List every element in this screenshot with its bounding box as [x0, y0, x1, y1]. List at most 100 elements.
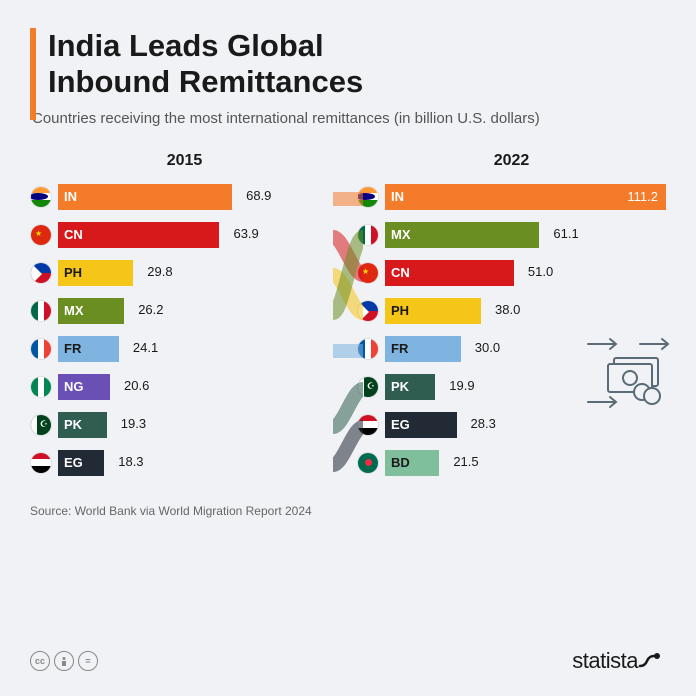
country-flag-icon — [357, 224, 379, 246]
bar-value: 20.6 — [124, 378, 149, 393]
bar: EG — [58, 450, 104, 476]
bar-row: IN 111.2 — [357, 180, 666, 214]
logo-text: statista — [572, 648, 638, 674]
money-transfer-icon — [584, 334, 672, 414]
country-code: EG — [64, 455, 83, 470]
country-code: EG — [391, 417, 410, 432]
bar: PH — [58, 260, 133, 286]
bar-value: 21.5 — [453, 454, 478, 469]
year-label-left: 2015 — [30, 152, 339, 170]
country-flag-icon — [357, 414, 379, 436]
bar-track: MX61.1 — [385, 222, 666, 248]
bar-row: PH 29.8 — [30, 256, 339, 290]
bar-value: 29.8 — [147, 264, 172, 279]
country-flag-icon: ☪ — [30, 414, 52, 436]
bar-row: IN 68.9 — [30, 180, 339, 214]
bar: PK — [385, 374, 435, 400]
nd-icon: = — [78, 651, 98, 671]
bar-row: FR 24.1 — [30, 332, 339, 366]
bar: IN 111.2 — [385, 184, 666, 210]
country-flag-icon — [30, 262, 52, 284]
bar-value: 68.9 — [246, 188, 271, 203]
page-footer: cc = statista — [30, 648, 666, 674]
bar: EG — [385, 412, 457, 438]
bar-track: CN51.0 — [385, 260, 666, 286]
country-flag-icon — [30, 338, 52, 360]
bar: MX — [58, 298, 124, 324]
bar-row: PH 38.0 — [357, 294, 666, 328]
bar-value: 19.3 — [121, 416, 146, 431]
title-line-1: India Leads Global — [48, 28, 324, 63]
source-attribution: Source: World Bank via World Migration R… — [30, 504, 666, 518]
chart-column-2022: 2022 IN111.2MX61.1★CN51.0PH38.0FR30.0☪PK… — [357, 152, 666, 484]
country-code: BD — [391, 455, 410, 470]
country-code: FR — [391, 341, 408, 356]
bar-row: MX61.1 — [357, 218, 666, 252]
bar-row: MX 26.2 — [30, 294, 339, 328]
bar-track: PK 19.3 — [58, 412, 339, 438]
title-line-2: Inbound Remittances — [48, 64, 363, 99]
statista-logo: statista — [572, 648, 666, 674]
bar-track: PH 38.0 — [385, 298, 666, 324]
country-flag-icon: ★ — [357, 262, 379, 284]
bar: FR — [385, 336, 461, 362]
country-code: PH — [391, 303, 409, 318]
bar-value: 30.0 — [475, 340, 500, 355]
bar-track: NG 20.6 — [58, 374, 339, 400]
logo-mark — [638, 652, 666, 670]
bar-track: CN 63.9 — [58, 222, 339, 248]
country-flag-icon — [357, 338, 379, 360]
license-icons: cc = — [30, 651, 98, 671]
bar-value: 19.9 — [449, 378, 474, 393]
year-label-right: 2022 — [357, 152, 666, 170]
bar-track: FR 24.1 — [58, 336, 339, 362]
bar-value: 38.0 — [495, 302, 520, 317]
bar-value: 18.3 — [118, 454, 143, 469]
bar-track: IN 111.2 — [385, 184, 666, 210]
bar-row: BD 21.5 — [357, 446, 666, 480]
bar-row: NG 20.6 — [30, 370, 339, 404]
bar-value: 24.1 — [133, 340, 158, 355]
bar: IN — [58, 184, 232, 210]
bar-track: IN 68.9 — [58, 184, 339, 210]
bar: BD — [385, 450, 439, 476]
country-code: NG — [64, 379, 84, 394]
bar-row: ★ CN 63.9 — [30, 218, 339, 252]
country-flag-icon: ★ — [30, 224, 52, 246]
bar-value: 63.9 — [233, 226, 258, 241]
country-flag-icon — [357, 300, 379, 322]
bar: MX — [385, 222, 539, 248]
by-icon — [54, 651, 74, 671]
bar-track: EG 18.3 — [58, 450, 339, 476]
title-accent-bar — [30, 28, 36, 120]
country-code: PH — [64, 265, 82, 280]
country-flag-icon — [357, 452, 379, 474]
country-flag-icon — [30, 452, 52, 474]
bar: FR — [58, 336, 119, 362]
country-flag-icon — [30, 186, 52, 208]
bar: PH — [385, 298, 481, 324]
country-code: IN — [64, 189, 77, 204]
bar-row: ★ CN51.0 — [357, 256, 666, 290]
country-code: PK — [64, 417, 82, 432]
country-code: MX — [391, 227, 411, 242]
country-flag-icon — [30, 300, 52, 322]
bar-value: 111.2 — [627, 189, 658, 204]
country-code: CN — [64, 227, 83, 242]
page-title: India Leads Global Inbound Remittances — [48, 28, 666, 99]
country-code: IN — [391, 189, 404, 204]
bar-row: ☪ PK 19.3 — [30, 408, 339, 442]
country-flag-icon — [357, 186, 379, 208]
country-code: MX — [64, 303, 84, 318]
bar-track: MX 26.2 — [58, 298, 339, 324]
bar: NG — [58, 374, 110, 400]
bar-track: BD 21.5 — [385, 450, 666, 476]
bar-value: 28.3 — [471, 416, 496, 431]
bar: CN — [385, 260, 514, 286]
bar-value: 26.2 — [138, 302, 163, 317]
country-code: CN — [391, 265, 410, 280]
chart-column-2015: 2015 IN 68.9 ★ CN 63.9 PH 29.8 MX 26.2 FR 24.1 NG 20… — [30, 152, 339, 484]
country-code: PK — [391, 379, 409, 394]
page-subtitle: Countries receiving the most internation… — [32, 109, 666, 129]
remittance-chart: 2015 IN 68.9 ★ CN 63.9 PH 29.8 MX 26.2 FR 24.1 NG 20… — [30, 152, 666, 484]
